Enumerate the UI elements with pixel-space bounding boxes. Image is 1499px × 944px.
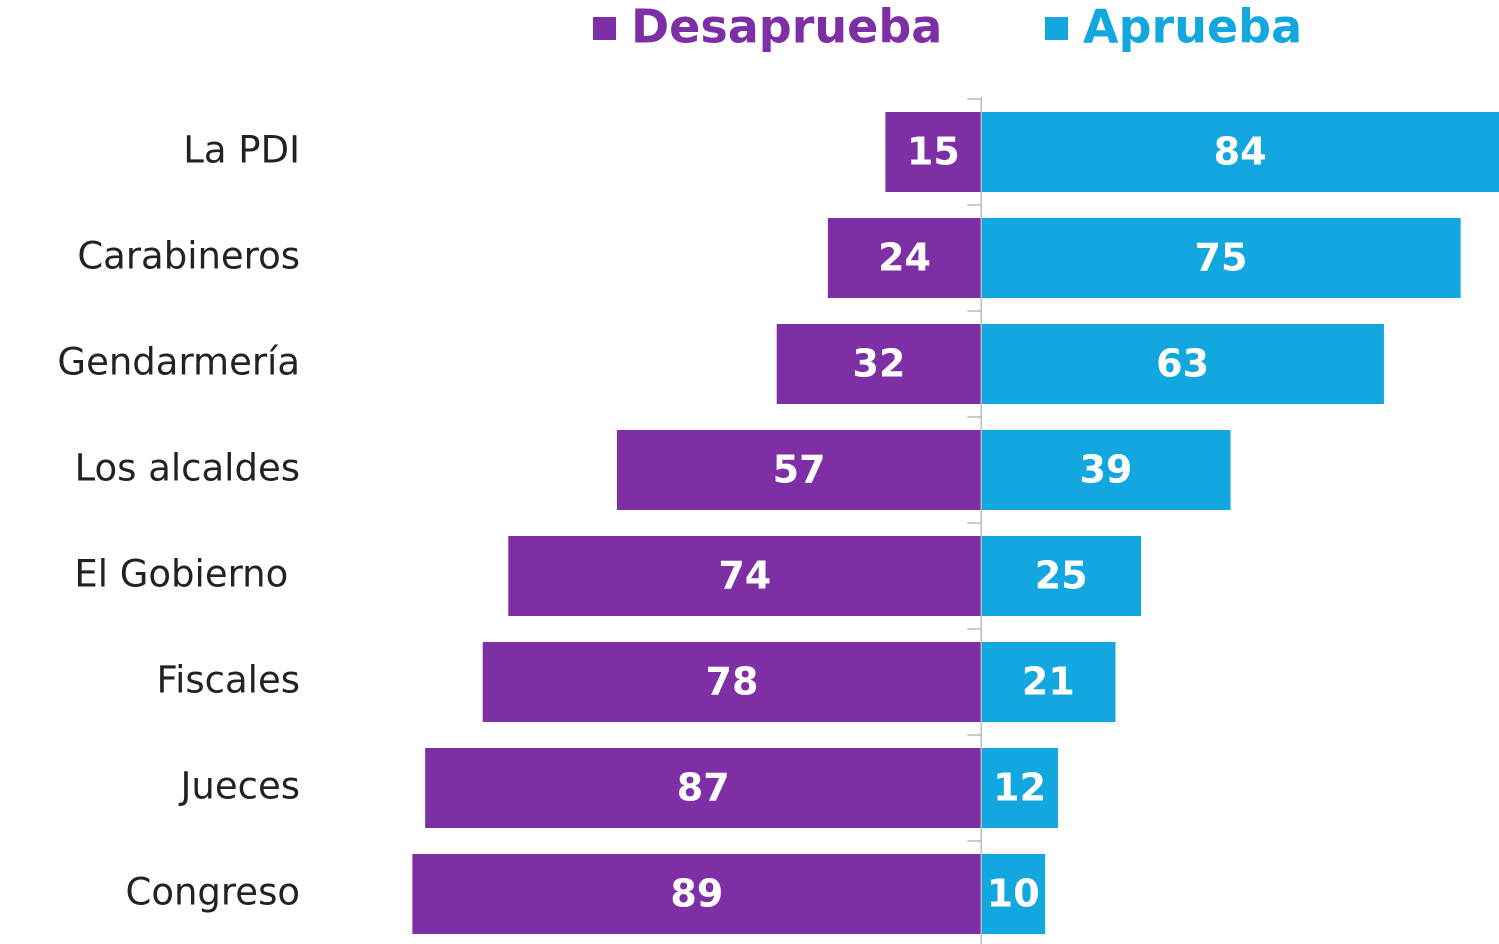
value-label: 10	[987, 872, 1040, 916]
value-label: 75	[1195, 236, 1248, 280]
bar	[482, 642, 982, 722]
value-label: 63	[1156, 342, 1209, 386]
value-label: 25	[1035, 554, 1088, 598]
legend-swatch	[593, 17, 616, 40]
category-label: Fiscales	[157, 659, 300, 702]
bar	[981, 430, 1231, 510]
bar	[508, 536, 982, 616]
category-label: La PDI	[183, 129, 300, 172]
category-label: Jueces	[178, 765, 300, 808]
bar	[981, 324, 1384, 404]
bar	[981, 854, 1046, 934]
bar	[885, 112, 982, 192]
value-label: 21	[1022, 660, 1075, 704]
bar	[981, 218, 1461, 298]
bar	[981, 642, 1116, 722]
value-label: 12	[993, 766, 1046, 810]
value-label: 74	[718, 554, 771, 598]
value-label: 57	[773, 448, 826, 492]
bar	[412, 854, 982, 934]
bar	[425, 748, 982, 828]
category-label: Gendarmería	[57, 341, 300, 384]
bar	[616, 430, 982, 510]
value-label: 78	[706, 660, 759, 704]
category-label: Carabineros	[77, 235, 300, 278]
value-label: 15	[907, 130, 960, 174]
value-label: 32	[853, 342, 906, 386]
bar	[981, 536, 1142, 616]
category-label: El Gobierno	[74, 553, 300, 596]
bar	[981, 112, 1499, 192]
category-label: Los alcaldes	[75, 447, 300, 490]
legend-swatch	[1045, 17, 1068, 40]
value-label: 84	[1214, 130, 1267, 174]
value-label: 87	[677, 766, 730, 810]
value-label: 39	[1079, 448, 1132, 492]
category-label: Congreso	[126, 871, 301, 914]
bar	[981, 748, 1058, 828]
legend-label: Desaprueba	[631, 0, 942, 54]
bar	[776, 324, 982, 404]
value-label: 24	[878, 236, 931, 280]
legend-label: Aprueba	[1083, 0, 1302, 54]
bar	[827, 218, 982, 298]
value-label: 89	[670, 872, 723, 916]
